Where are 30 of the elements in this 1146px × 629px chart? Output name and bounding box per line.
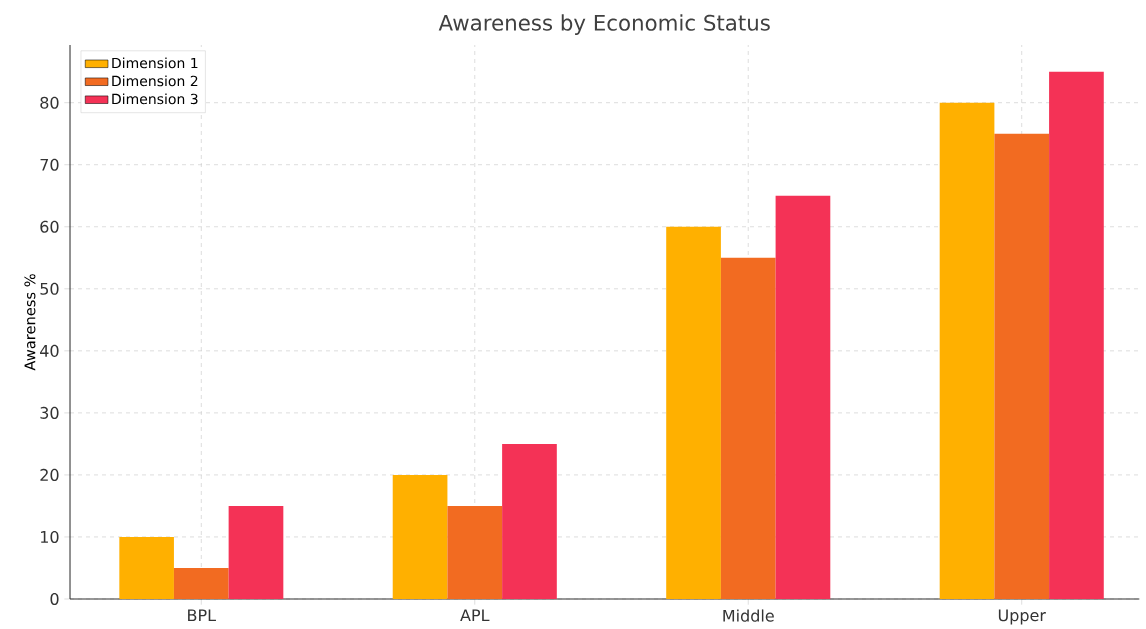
bar xyxy=(720,257,776,600)
y-tick-label: 10 xyxy=(41,530,59,544)
bar xyxy=(775,195,831,600)
chart-title: Awareness by Economic Status xyxy=(438,14,770,36)
y-tick-label: 30 xyxy=(40,406,59,420)
x-tick-label: APL xyxy=(460,609,490,622)
bar xyxy=(939,102,995,600)
bar xyxy=(447,506,503,600)
y-tick-label: 20 xyxy=(40,468,59,482)
bar xyxy=(392,474,448,600)
bar xyxy=(1049,71,1104,600)
y-tick-label: 60 xyxy=(40,220,59,233)
y-axis-title: Awareness % xyxy=(24,274,36,371)
legend-label: Dimension 1 xyxy=(112,57,198,69)
legend-label: Dimension 2 xyxy=(112,75,198,87)
x-tick-label: Middle xyxy=(723,609,774,622)
bar xyxy=(119,537,174,600)
bar xyxy=(228,506,284,600)
bar xyxy=(666,226,721,600)
bar xyxy=(994,133,1050,600)
legend-label: Dimension 3 xyxy=(112,93,198,105)
bar xyxy=(502,443,557,600)
y-tick-label: 40 xyxy=(40,344,59,357)
y-tick-label: 80 xyxy=(40,96,59,109)
y-tick-label: 70 xyxy=(40,158,59,171)
y-tick-label: 0 xyxy=(50,593,59,606)
x-tick-label: BPL xyxy=(188,609,216,622)
y-tick-label: 50 xyxy=(40,282,59,295)
x-tick-label: Upper xyxy=(998,609,1046,625)
bar xyxy=(173,568,229,600)
